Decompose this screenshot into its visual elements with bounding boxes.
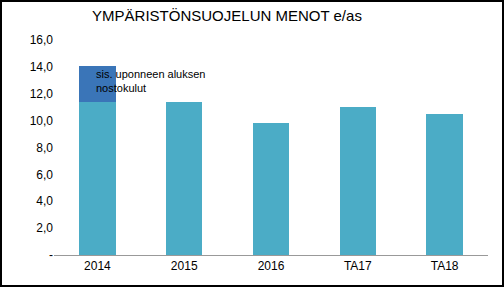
svg-text:12,0: 12,0: [30, 87, 54, 101]
svg-text:8,0: 8,0: [36, 141, 53, 155]
svg-text:14,0: 14,0: [30, 60, 54, 74]
svg-text:2,0: 2,0: [36, 221, 53, 235]
svg-text:4,0: 4,0: [36, 194, 53, 208]
svg-text:TA18: TA18: [431, 259, 459, 273]
svg-text:YMPÄRISTÖNSUOJELUN MENOT e/as: YMPÄRISTÖNSUOJELUN MENOT e/as: [92, 7, 362, 24]
svg-text:6,0: 6,0: [36, 168, 53, 182]
svg-text:-: -: [49, 248, 53, 262]
svg-text:16,0: 16,0: [30, 33, 54, 47]
svg-text:10,0: 10,0: [30, 114, 54, 128]
svg-text:2016: 2016: [258, 259, 285, 273]
svg-text:2015: 2015: [171, 259, 198, 273]
svg-text:TA17: TA17: [344, 259, 372, 273]
svg-text:sis. uponneen aluksennostokulu: sis. uponneen aluksennostokulut: [96, 68, 205, 94]
svg-text:2014: 2014: [84, 259, 111, 273]
